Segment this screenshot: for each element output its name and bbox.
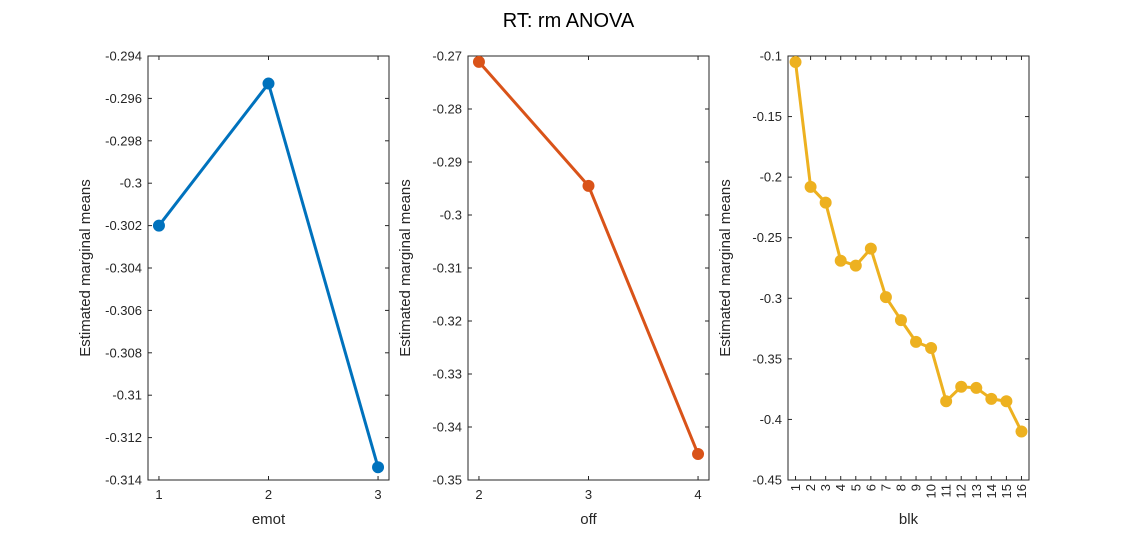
data-point [152, 219, 165, 232]
y-tick-label: -0.294 [105, 49, 142, 64]
x-tick-label: 4 [833, 484, 848, 491]
x-tick-label: 3 [585, 487, 592, 502]
x-axis-label: blk [899, 511, 919, 528]
figure-title: RT: rm ANOVA [502, 10, 635, 32]
y-tick-label: -0.4 [760, 412, 782, 427]
data-point [262, 77, 275, 90]
x-tick-label: 11 [939, 484, 954, 498]
y-tick-label: -0.314 [105, 473, 142, 488]
x-tick-label: 3 [374, 487, 381, 502]
x-tick-label: 1 [788, 484, 803, 491]
data-point [789, 56, 802, 69]
y-tick-label: -0.31 [432, 261, 462, 276]
x-tick-label: 1 [155, 487, 162, 502]
y-tick-label: -0.302 [105, 218, 142, 233]
x-tick-label: 7 [878, 484, 893, 491]
panel-emot: 1 2 3 -0.294 -0.296 -0.298 -0.3 -0.302 -0.304 -0.… [77, 49, 390, 528]
data-point [819, 196, 832, 209]
y-tick-label: -0.27 [432, 49, 462, 64]
y-tick-label: -0.3 [120, 176, 142, 191]
y-axis-label: Estimated marginal means [717, 179, 734, 357]
y-tick-label: -0.1 [760, 49, 782, 64]
y-tick-label: -0.3 [440, 208, 462, 223]
data-point [894, 314, 907, 327]
x-tick-label: 3 [818, 484, 833, 491]
data-point [879, 291, 892, 304]
x-tick-label: 5 [848, 484, 863, 491]
x-axis-label: off [580, 511, 597, 528]
data-point [849, 259, 862, 272]
y-tick-label: -0.308 [105, 345, 142, 360]
y-tick-label: -0.15 [752, 109, 782, 124]
y-tick-label: -0.35 [432, 473, 462, 488]
panel-blk: 1 2 3 4 5 6 7 8 9 10 11 12 13 14 15 16-0.1-0.15-0.2-0.2… [717, 49, 1030, 528]
x-tick-label: 16 [1014, 484, 1029, 498]
y-tick-label: -0.298 [105, 133, 142, 148]
x-tick-label: 8 [893, 484, 908, 491]
y-tick-label: -0.306 [105, 303, 142, 318]
y-tick-label: -0.35 [752, 351, 782, 366]
x-tick-label: 2 [803, 484, 818, 491]
x-axis-label: emot [252, 511, 286, 528]
axes-box [147, 55, 390, 481]
y-tick-label: -0.33 [432, 367, 462, 382]
data-point [940, 395, 953, 408]
data-point [910, 335, 923, 348]
y-tick-label: -0.29 [432, 155, 462, 170]
y-tick-label: -0.2 [760, 170, 782, 185]
data-point [955, 380, 968, 393]
y-tick-label: -0.34 [432, 420, 462, 435]
data-point [834, 254, 847, 267]
y-tick-label: -0.32 [432, 314, 462, 329]
panel-off: 2 3 4 -0.27 -0.28 -0.29 -0.3 -0.31 -0.32 -0.33 -0.… [397, 49, 710, 528]
x-tick-label: 13 [969, 484, 984, 498]
axes-box [467, 55, 710, 481]
data-point [582, 179, 595, 192]
y-tick-label: -0.25 [752, 230, 782, 245]
y-tick-label: -0.312 [105, 430, 142, 445]
y-axis-label: Estimated marginal means [397, 179, 414, 357]
x-tick-label: 12 [954, 484, 969, 498]
y-tick-label: -0.31 [112, 388, 142, 403]
y-tick-label: -0.296 [105, 91, 142, 106]
x-tick-label: 2 [265, 487, 272, 502]
data-point [970, 381, 983, 394]
x-tick-label: 9 [909, 484, 924, 491]
data-point [372, 461, 385, 474]
x-tick-label: 15 [999, 484, 1014, 498]
data-point [804, 180, 817, 193]
y-tick-label: -0.45 [752, 473, 782, 488]
y-tick-label: -0.28 [432, 102, 462, 117]
x-tick-label: 2 [475, 487, 482, 502]
y-tick-label: -0.3 [760, 291, 782, 306]
y-tick-label: -0.304 [105, 261, 142, 276]
y-axis-label: Estimated marginal means [77, 179, 94, 357]
data-point [472, 55, 485, 68]
x-tick-label: 14 [984, 484, 999, 498]
data-point [864, 242, 877, 255]
data-point [1000, 395, 1013, 408]
x-tick-label: 6 [863, 484, 878, 491]
x-tick-label: 4 [694, 487, 701, 502]
data-point [925, 341, 938, 354]
x-tick-label: 10 [924, 484, 939, 498]
data-point [985, 392, 998, 405]
series-line [794, 61, 1023, 433]
data-point [1015, 425, 1028, 438]
data-point [692, 448, 705, 461]
axes-box [787, 55, 1030, 481]
